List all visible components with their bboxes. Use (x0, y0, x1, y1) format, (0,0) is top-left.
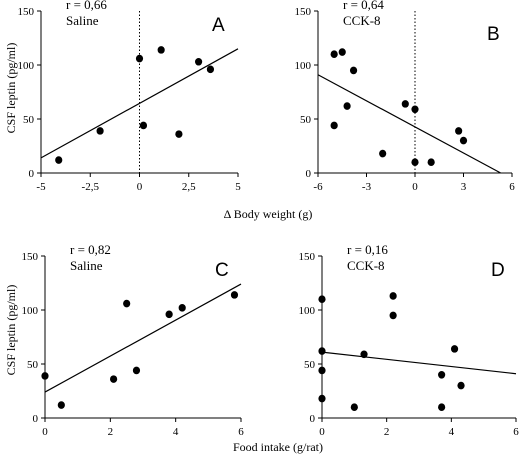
panel-d-y-tick-label: 50 (304, 359, 316, 371)
panel-b-data-point (411, 105, 419, 114)
panel-b-data-point (455, 127, 463, 135)
panel-a-data-point (96, 127, 104, 135)
panel-c-letter: C (215, 260, 229, 281)
panel-a-r-value: r = 0,66 (66, 0, 107, 12)
panel-d-y-tick-label: 150 (299, 251, 316, 263)
panel-b-data-point (330, 121, 338, 130)
panel-d-data-point (389, 311, 397, 320)
panel-c-data-point (165, 310, 173, 319)
panel-c-y-tick-label: 0 (33, 413, 39, 425)
panel-c-data-point (57, 401, 65, 409)
panel-c-data-point (110, 375, 118, 383)
panel-b-data-point (459, 136, 468, 145)
panel-d-data-point (457, 381, 465, 390)
panel-a-data-point (55, 156, 63, 164)
panel-b-data-point (343, 102, 351, 110)
panel-d-letter: D (491, 260, 505, 281)
panel-b-data-point (427, 158, 435, 166)
panel-b-data-point (330, 50, 338, 58)
panel-d-data-point (318, 366, 326, 375)
panel-a-x-tick-label: 2,5 (182, 181, 196, 193)
panel-b-data-point (401, 100, 409, 108)
panel-a-regression-line (40, 48, 239, 159)
panel-a-y-tick-label: 50 (23, 114, 35, 126)
panel-b-y-tick-label: 100 (295, 60, 312, 72)
panel-d-x-tick-label: 0 (319, 426, 325, 438)
panel-b-letter: B (487, 24, 500, 45)
panel-b-data-point (338, 48, 346, 56)
panel-d-data-point (318, 347, 326, 355)
panel-d-data-point (318, 394, 326, 403)
panel-d-data-point (389, 292, 397, 300)
panel-c-x-tick-label: 0 (42, 426, 48, 438)
panel-d-group-label: CCK-8 (347, 258, 385, 273)
panel-a-data-point (206, 65, 215, 74)
panel-c-x-tick-label: 6 (238, 426, 244, 438)
panel-b-data-point (349, 66, 358, 75)
panel-b-r-value: r = 0,64 (343, 0, 384, 12)
panel-b-x-tick-label: 6 (509, 181, 515, 193)
panel-c-y-tick-label: 150 (22, 251, 39, 263)
panel-b-data-point (411, 158, 419, 166)
panel-a-data-point (135, 54, 144, 63)
panel-c-data-point (132, 366, 141, 375)
panel-d-data-point (318, 295, 326, 304)
panel-d-data-point (450, 345, 459, 353)
panel-b-x-tick-label: 3 (461, 181, 467, 193)
panel-a-y-tick-label: 0 (29, 168, 35, 180)
panel-a-data-point (139, 121, 148, 130)
panel-a-x-tick-label: 0 (137, 181, 143, 193)
panel-b-x-tick-label: -3 (362, 181, 372, 193)
panel-c-data-point (41, 372, 49, 380)
panel-d-y-tick-label: 0 (310, 413, 316, 425)
panel-a-x-tick-label: -2,5 (82, 181, 100, 193)
panel-a-data-point (157, 46, 165, 54)
panel-d-data-point (360, 350, 368, 359)
panel-c-x-tick-label: 4 (173, 426, 179, 438)
panel-d-x-tick-label: 4 (449, 426, 455, 438)
panel-a-y-tick-label: 150 (18, 6, 35, 18)
panel-c-data-point (123, 299, 131, 308)
panel-d-data-point (350, 403, 358, 412)
panel-a-letter: A (212, 15, 225, 36)
y-axis-label-top: CSF leptin (pg/ml) (4, 43, 18, 134)
y-axis-label-bottom: CSF leptin (pg/ml) (4, 285, 18, 376)
panel-a-x-tick-label: -5 (36, 181, 46, 193)
panel-d-r-value: r = 0,16 (347, 242, 388, 257)
panel-b-x-tick-label: 0 (412, 181, 418, 193)
panel-b-y-tick-label: 150 (295, 6, 312, 18)
panel-d-y-tick-label: 100 (299, 305, 316, 317)
panel-a-data-point (195, 57, 203, 66)
panel-c-y-tick-label: 50 (27, 359, 39, 371)
panel-b-y-tick-label: 0 (306, 168, 312, 180)
panel-d-x-tick-label: 2 (384, 426, 390, 438)
panel-a-group-label: Saline (66, 13, 99, 28)
panel-c-regression-line (44, 283, 242, 393)
x-axis-label-top: Δ Body weight (g) (224, 207, 313, 221)
panel-c-x-tick-label: 2 (108, 426, 114, 438)
panel-d-data-point (438, 371, 446, 379)
panel-b-y-tick-label: 50 (300, 114, 312, 126)
panel-b-regression-line (317, 74, 501, 174)
panel-a-data-point (175, 130, 183, 138)
panel-d-x-tick-label: 6 (513, 426, 519, 438)
panel-c-y-tick-label: 100 (22, 305, 39, 317)
panel-a-x-tick-label: 5 (235, 181, 241, 193)
panel-d-data-point (438, 403, 446, 412)
panel-a-y-tick-label: 100 (18, 60, 35, 72)
panel-d-regression-line (321, 351, 517, 375)
x-axis-label-bottom: Food intake (g/rat) (233, 440, 323, 454)
panel-b-x-tick-label: -6 (313, 181, 323, 193)
panel-c-data-point (178, 304, 186, 312)
panel-c-r-value: r = 0,82 (70, 242, 111, 257)
panel-b-group-label: CCK-8 (343, 13, 381, 28)
panel-c-data-point (230, 291, 239, 299)
panel-c-group-label: Saline (70, 258, 103, 273)
panel-b-data-point (379, 149, 387, 158)
